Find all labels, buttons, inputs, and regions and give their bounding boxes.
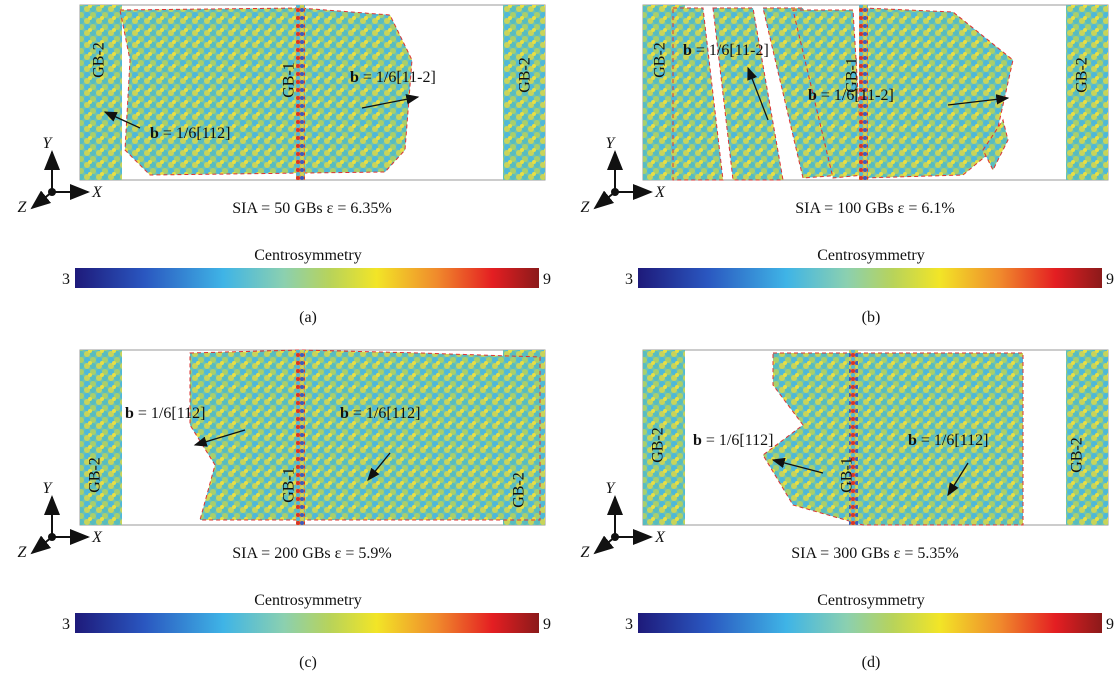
grain-boundary-core [849,350,858,525]
panel-caption: SIA = 50 GBs ε = 6.35% [232,200,391,217]
axis-label: Y [606,480,617,497]
colorbar-min: 3 [62,271,70,288]
burgers-vector: b = 1/6[112] [908,432,988,449]
burgers-vector: b = 1/6[112] [693,432,773,449]
burgers-symbol: b [683,42,692,59]
colorbar-min: 3 [625,616,633,633]
gb-label: GB-2 [650,427,667,463]
panel-label: (c) [299,654,317,671]
grain [120,8,412,175]
gb-label: GB-1 [839,457,856,493]
burgers-value: = 1/6[112] [706,432,774,449]
gb-label: GB-2 [1069,437,1086,473]
gb-label: GB-2 [87,457,104,493]
gb-label: GB-2 [517,57,534,93]
colorbar [75,268,539,288]
axis-label: Z [581,199,591,216]
burgers-vector: b = 1/6[11-2] [683,42,769,59]
colorbar-max: 9 [543,616,551,633]
axis-origin [611,533,619,541]
axis-label: Z [18,544,28,561]
colorbar [638,613,1102,633]
burgers-symbol: b [350,69,359,86]
burgers-value: = 1/6[112] [353,405,421,422]
grain [673,8,723,180]
panel-label: (b) [862,309,881,326]
colorbar-min: 3 [62,616,70,633]
burgers-vector: b = 1/6[112] [340,405,420,422]
burgers-symbol: b [693,432,702,449]
axis-label: Y [43,480,54,497]
colorbar-title: Centrosymmetry [817,592,925,609]
burgers-symbol: b [125,405,134,422]
axis-label: Z [18,199,28,216]
burgers-value: = 1/6[112] [921,432,989,449]
burgers-vector: b = 1/6[11-2] [350,69,436,86]
colorbar [75,613,539,633]
axis-label: Y [43,135,54,152]
axis-label: Z [581,544,591,561]
panel-caption: SIA = 300 GBs ε = 5.35% [791,545,958,562]
colorbar-max: 9 [543,271,551,288]
figure: GB-2GB-1GB-2b = 1/6[112]b = 1/6[11-2]YXZ… [0,0,1119,680]
burgers-symbol: b [908,432,917,449]
gb-label: GB-1 [281,467,298,503]
colorbar-title: Centrosymmetry [254,247,362,264]
burgers-symbol: b [808,87,817,104]
axis-origin [611,188,619,196]
axis-label: X [654,529,666,546]
axis-origin [48,533,56,541]
grain-boundary-region [80,350,122,525]
grain-boundary-region [80,5,122,180]
burgers-symbol: b [340,405,349,422]
colorbar [638,268,1102,288]
colorbar-title: Centrosymmetry [254,592,362,609]
colorbar-min: 3 [625,271,633,288]
panel-label: (a) [299,309,317,326]
axis-origin [48,188,56,196]
burgers-vector: b = 1/6[112] [150,125,230,142]
axis-label: Y [606,135,617,152]
burgers-value: = 1/6[11-2] [821,87,894,104]
panel-caption: SIA = 100 GBs ε = 6.1% [795,200,954,217]
gb-label: GB-2 [1074,57,1091,93]
gb-label: GB-2 [511,472,528,508]
burgers-symbol: b [150,125,159,142]
gb-label: GB-2 [652,42,669,78]
colorbar-max: 9 [1106,271,1114,288]
burgers-vector: b = 1/6[11-2] [808,87,894,104]
colorbar-max: 9 [1106,616,1114,633]
burgers-value: = 1/6[112] [138,405,206,422]
axis-label: X [91,529,103,546]
burgers-value: = 1/6[112] [163,125,231,142]
burgers-value: = 1/6[11-2] [696,42,769,59]
gb-label: GB-1 [281,62,298,98]
colorbar-title: Centrosymmetry [817,247,925,264]
panel-label: (d) [862,654,881,671]
axis-label: X [91,184,103,201]
gb-label: GB-2 [91,42,108,78]
panel-caption: SIA = 200 GBs ε = 5.9% [232,545,391,562]
axis-label: X [654,184,666,201]
burgers-vector: b = 1/6[112] [125,405,205,422]
grain [190,350,540,520]
burgers-value: = 1/6[11-2] [363,69,436,86]
